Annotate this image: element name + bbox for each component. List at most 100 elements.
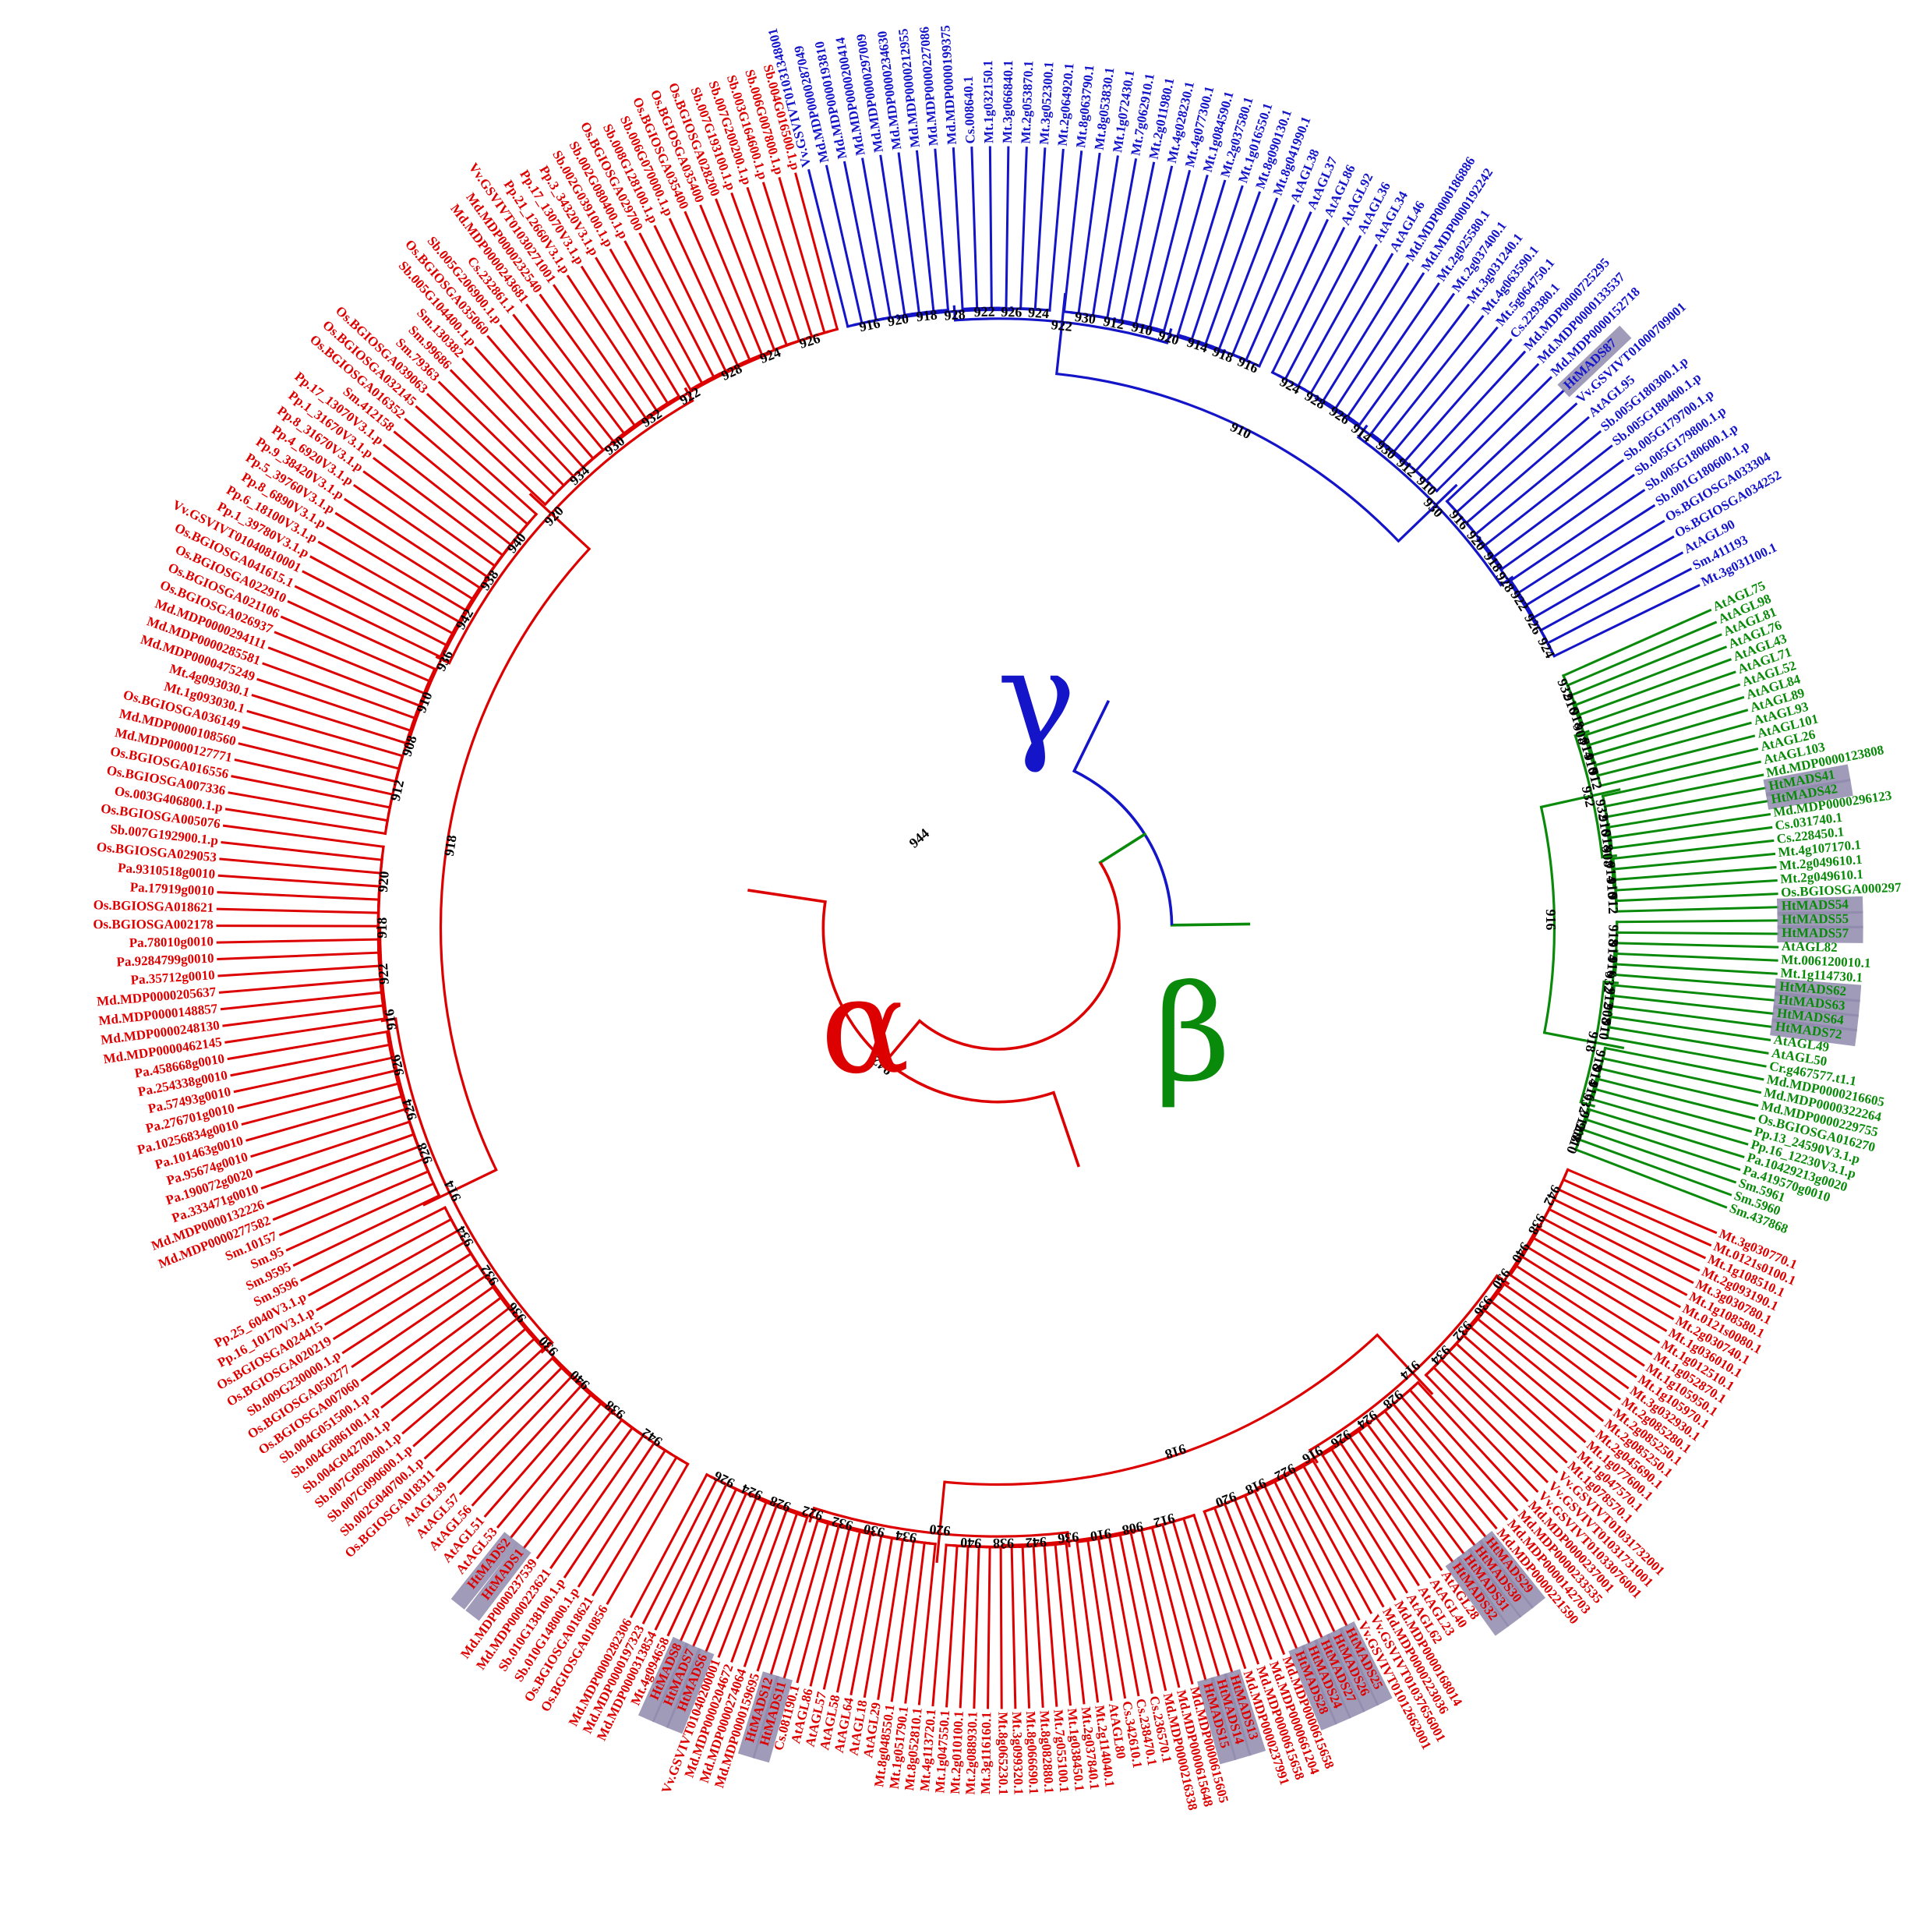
leaf-branch: [715, 198, 776, 352]
highlight-box: [1777, 924, 1863, 943]
node-label: 934: [1428, 1342, 1453, 1368]
leaf-branch: [509, 1410, 613, 1539]
leaf-branch: [1476, 1317, 1605, 1423]
leaf-branch: [390, 1317, 519, 1422]
tree-branches: [216, 146, 1779, 1709]
leaf-branch: [1483, 444, 1613, 547]
leaf-branch: [756, 1515, 809, 1672]
leaf-label: Pa.35712g0010: [130, 967, 215, 988]
node-label: 924: [399, 1098, 420, 1122]
leaf-branch: [1309, 253, 1394, 395]
leaf-branch: [1203, 191, 1262, 346]
leaf-branch: [426, 393, 547, 507]
leaf-branch: [1496, 1291, 1630, 1390]
leaf-branch: [606, 1462, 690, 1605]
leaf-branch: [1609, 1015, 1771, 1041]
leaf-branch: [638, 232, 715, 379]
leaf-branch: [246, 709, 404, 758]
leaf-branch: [1391, 1402, 1498, 1530]
leaf-branch: [641, 1478, 719, 1624]
node-label: 922: [1051, 316, 1073, 334]
leaf-label: HtMADS54: [1782, 896, 1849, 913]
leaf-branch: [623, 240, 704, 385]
branch: [952, 305, 957, 322]
leaf-branch: [262, 662, 416, 720]
leaf-branch: [393, 430, 521, 536]
leaf-branch: [525, 303, 626, 436]
leaf-branch: [654, 1483, 728, 1631]
leaf-branch: [863, 1536, 894, 1699]
leaf-branch: [241, 1082, 400, 1126]
node-label: 916: [1604, 956, 1621, 977]
leaf-branch: [512, 313, 616, 444]
leaf-branch: [1150, 1525, 1194, 1685]
node-label: 930: [862, 1521, 885, 1540]
leaf-branch: [717, 1504, 779, 1658]
leaf-branch: [1365, 1423, 1466, 1555]
highlight-box: [465, 1542, 532, 1621]
leaf-branch: [334, 511, 475, 601]
leaf-branch: [825, 164, 864, 325]
leaf-branch: [217, 874, 381, 888]
leaf-branch: [372, 457, 504, 557]
node-label: 912: [1605, 893, 1621, 914]
leaf-branch: [251, 694, 408, 745]
leaf-label: Pa.17919g0010: [129, 880, 214, 899]
leaf-branch: [1615, 952, 1778, 962]
leaf-branch: [945, 1544, 959, 1708]
highlight-box: [737, 1671, 779, 1759]
leaf-branch: [1509, 489, 1646, 582]
leaf-branch: [233, 1056, 394, 1094]
leaf-branch: [1048, 148, 1065, 312]
node-label: 910: [1414, 472, 1439, 498]
leaf-branch: [1552, 584, 1701, 658]
leaf-branch: [1605, 787, 1767, 818]
leaf-branch: [1010, 1546, 1017, 1709]
leaf-branch: [1383, 1409, 1488, 1539]
leaf-branch: [499, 323, 606, 452]
node-label: 910: [1595, 1018, 1614, 1041]
leaf-branch: [952, 147, 964, 311]
leaf-branch: [1283, 1475, 1361, 1621]
leaf-branch: [1464, 415, 1590, 525]
leaf-branch: [1489, 1299, 1621, 1401]
branch: [1066, 1531, 1071, 1548]
leaf-branch: [1043, 1543, 1058, 1707]
leaf-branch: [1602, 1057, 1762, 1094]
leaf-branch: [1032, 1544, 1044, 1708]
leaf-branch: [458, 1375, 574, 1496]
leaf-branch: [437, 380, 556, 497]
node-label: 920: [929, 1522, 952, 1539]
branch: [1397, 483, 1458, 543]
leaf-branch: [1019, 147, 1028, 310]
leaf-branch: [1454, 1342, 1577, 1454]
leaf-branch: [934, 148, 950, 312]
leaf-branch: [1616, 942, 1779, 949]
clade-label-alpha: α: [821, 949, 910, 1104]
leaf-branch: [1613, 865, 1777, 882]
node-label: 922: [800, 1503, 825, 1524]
leaf-branch: [380, 1306, 511, 1409]
leaf-branch: [1253, 1489, 1323, 1639]
leaf-branch: [1120, 161, 1156, 323]
leaf-branch: [435, 1356, 554, 1472]
leaf-label: Pa.78010g0010: [129, 934, 214, 950]
leaf-branch: [1033, 147, 1047, 311]
node-label: 924: [1028, 305, 1050, 322]
branch-arc: [1056, 372, 1400, 543]
leaf-branch: [274, 631, 426, 695]
leaf-branch: [1357, 1429, 1454, 1564]
highlight-box: [1445, 1556, 1510, 1636]
highlight-box: [1777, 910, 1863, 929]
branch: [1602, 980, 1619, 984]
leaf-branch: [1171, 1520, 1220, 1677]
leaf-branch: [904, 1541, 926, 1704]
leaf-branch: [242, 726, 401, 770]
leaf-branch: [1284, 235, 1362, 381]
leaf-branch: [666, 1487, 738, 1637]
node-label: 920: [886, 310, 909, 329]
leaf-branch: [1591, 709, 1749, 757]
branch: [1601, 854, 1617, 859]
leaf-branch: [1615, 893, 1778, 903]
highlight-box: [1288, 1645, 1337, 1731]
